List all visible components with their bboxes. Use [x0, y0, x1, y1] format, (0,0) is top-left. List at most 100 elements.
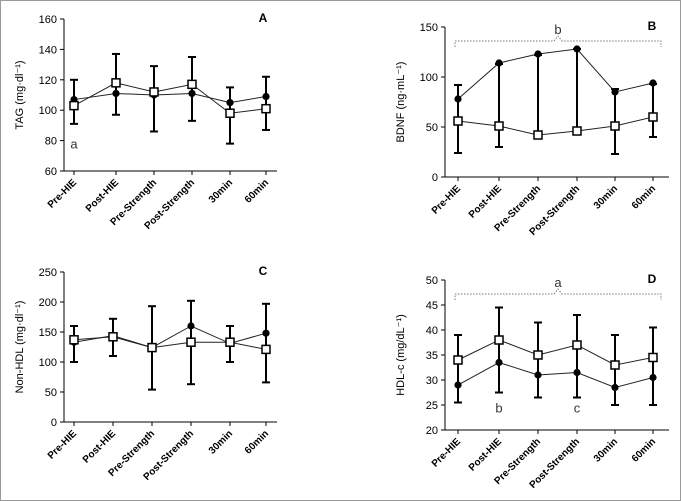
x-tick-label: 30min: [207, 428, 235, 456]
y-tick-label: 120: [39, 75, 57, 87]
y-tick-label: 50: [426, 122, 438, 134]
significance-letter: a: [554, 275, 562, 290]
y-tick-label: 100: [420, 72, 438, 84]
y-tick-label: 160: [39, 14, 57, 26]
data-point-square: [572, 340, 582, 350]
significance-letter: a: [70, 137, 78, 152]
data-point-circle: [112, 89, 120, 98]
error-bar: [495, 63, 503, 148]
data-point-circle: [649, 79, 657, 87]
significance-letter: c: [574, 401, 581, 416]
error-bar: [649, 326, 657, 406]
y-tick-label: 50: [45, 387, 57, 399]
data-point-circle: [226, 99, 234, 107]
error-bar: [534, 321, 542, 399]
series-line: [73, 82, 267, 114]
series-circle: [70, 322, 270, 352]
x-tick-label: Pre-HIE: [430, 183, 464, 217]
data-point-circle: [188, 89, 196, 98]
y-tick-label: 150: [39, 327, 57, 339]
data-point-circle: [534, 50, 542, 58]
y-tick-label: 30: [426, 375, 438, 387]
y-tick-label: 50: [426, 275, 438, 287]
data-point-square: [225, 108, 235, 118]
series-line: [457, 48, 654, 100]
data-point-circle: [611, 383, 619, 392]
data-point-circle: [262, 92, 270, 101]
series-line: [457, 361, 654, 389]
x-tick-label: 60min: [243, 428, 271, 456]
data-point-circle: [573, 368, 581, 377]
data-point-square: [453, 355, 463, 365]
x-tick-label: 60min: [630, 183, 658, 211]
data-point-square: [147, 342, 157, 353]
error-bar: [262, 75, 270, 131]
panel-C: 0 50 100 150 200 250 Non-HDL (mg·dl⁻¹) Pre-HIE P…: [14, 264, 277, 483]
data-point-circle: [454, 381, 462, 389]
x-tick-label: Post-HIE: [467, 183, 504, 220]
data-point-circle: [611, 88, 619, 96]
data-point-square: [648, 112, 658, 122]
significance-letter: b: [495, 401, 502, 416]
data-point-circle: [187, 322, 195, 330]
y-axis-label: HDL-c (mg/dL⁻¹): [395, 314, 407, 396]
error-bar: [262, 302, 270, 384]
panel-label: C: [259, 264, 268, 278]
x-tick-label: 30min: [592, 436, 620, 464]
y-tick-label: 200: [39, 297, 57, 309]
y-tick-label: 0: [432, 172, 438, 184]
y-tick-label: 150: [420, 22, 438, 34]
x-tick-label: 60min: [243, 177, 271, 205]
y-tick-label: 35: [426, 350, 438, 362]
y-tick-label: 100: [39, 105, 57, 117]
data-point-square: [261, 344, 271, 355]
y-tick-label: 45: [426, 300, 438, 312]
series-line: [73, 325, 267, 349]
significance-bracket: [454, 288, 662, 300]
y-tick-label: 250: [39, 267, 57, 279]
y-axis-label: TAG (mg·dl⁻¹): [14, 60, 26, 129]
panel-label: A: [259, 11, 268, 25]
error-bar: [534, 54, 542, 136]
data-point-square: [187, 79, 197, 90]
x-tick-label: 60min: [630, 436, 658, 464]
x-tick-label: Pre-HIE: [46, 177, 80, 211]
data-point-square: [453, 116, 463, 126]
y-tick-label: 0: [51, 417, 57, 429]
data-point-square: [572, 126, 582, 136]
y-tick-label: 40: [426, 325, 438, 337]
y-tick-label: 140: [39, 44, 57, 56]
data-point-square: [69, 100, 79, 111]
panel-label: B: [648, 19, 657, 33]
series-line: [457, 339, 654, 366]
data-point-square: [111, 78, 121, 88]
y-axis-label: BDNF (ng·mL⁻¹): [395, 62, 407, 143]
error-bar: [611, 334, 619, 406]
data-point-circle: [495, 358, 503, 367]
x-tick-label: Pre-HIE: [430, 436, 464, 470]
data-point-square: [186, 337, 196, 347]
data-point-square: [225, 337, 235, 347]
y-tick-label: 100: [39, 357, 57, 369]
data-point-square: [610, 360, 620, 370]
data-point-square: [149, 87, 159, 97]
panel-label: D: [648, 272, 657, 286]
error-bar: [649, 83, 657, 138]
significance-bracket: [454, 35, 662, 47]
significance-letter: b: [554, 22, 561, 37]
y-tick-label: 20: [426, 425, 438, 437]
data-point-circle: [573, 45, 581, 53]
data-point-square: [494, 335, 504, 345]
x-tick-label: 30min: [207, 177, 235, 205]
data-point-square: [261, 103, 271, 114]
series-line: [457, 116, 654, 136]
panel-D: 20 25 30 35 40 45 50 HDL-c (mg/dL⁻¹) Pre-HIE Post…: [395, 272, 669, 491]
series-square: [69, 332, 271, 355]
y-tick-label: 25: [426, 400, 438, 412]
y-axis-label: Non-HDL (mg·dl⁻¹): [14, 301, 26, 394]
data-point-square: [610, 121, 620, 131]
data-point-square: [533, 350, 543, 360]
series-circle: [454, 358, 657, 392]
